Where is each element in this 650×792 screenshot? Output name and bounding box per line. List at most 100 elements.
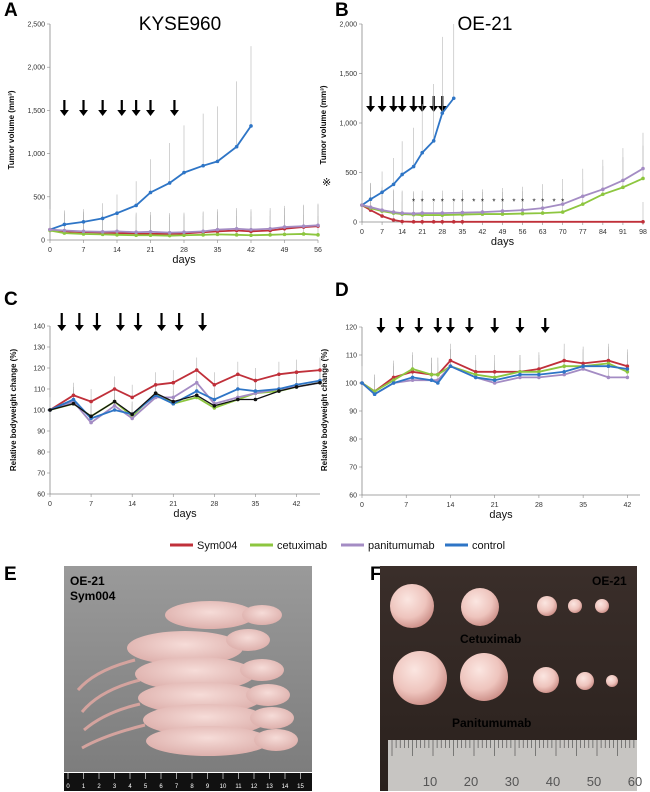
y-tick-label: 1,500: [339, 71, 357, 78]
y-tick-label: 1,500: [27, 108, 45, 115]
mouse-body: [146, 726, 270, 756]
data-point-panitumumab: [520, 208, 525, 212]
y-axis-label: Relative bodyweight change (%): [320, 349, 329, 472]
data-point-cetuximab: [62, 231, 67, 235]
x-tick-label: 21: [418, 229, 426, 236]
data-point-panitumumab: [194, 380, 199, 385]
data-point-cetuximab: [500, 212, 505, 216]
x-tick-label: 28: [535, 502, 543, 509]
data-point-cetuximab: [234, 233, 239, 237]
data-point-Sym004: [194, 368, 199, 372]
data-point-panitumumab: [560, 202, 565, 206]
dosing-arrow: [92, 313, 102, 331]
dosing-arrow: [198, 313, 208, 331]
data-point-control: [429, 378, 434, 383]
y-tick-label: 100: [33, 408, 45, 415]
x-tick-label: 21: [491, 502, 499, 509]
mouse-group: [76, 601, 298, 756]
data-point-control: [215, 159, 220, 164]
legend-label-panitumumab: panitumumab: [368, 540, 435, 552]
chart-a-title: KYSE960: [139, 14, 221, 35]
data-point-Sym004: [71, 393, 76, 398]
data-point-Sym004: [171, 380, 176, 385]
data-point-Sym004: [400, 219, 404, 224]
data-point-panitumumab: [621, 178, 625, 183]
data-point-panitumumab: [171, 395, 176, 400]
ruler-number: 1: [82, 784, 86, 790]
y-tick-label: 2,500: [27, 22, 45, 29]
x-tick-label: 28: [210, 501, 218, 508]
y-tick-label: 100: [345, 381, 357, 388]
data-point-panitumumab: [480, 210, 485, 214]
data-point-panitumumab: [500, 209, 505, 213]
chart-b-title: OE-21: [458, 14, 513, 35]
ruler-number: 6: [159, 784, 163, 790]
significance-star: *: [492, 198, 495, 207]
data-point-panitumumab: [391, 210, 396, 214]
panel-letter-f: F: [370, 564, 382, 585]
data-point-Sym004: [451, 220, 456, 224]
x-tick-label: 49: [499, 229, 507, 236]
data-point-cetuximab: [625, 370, 630, 374]
data-point-panitumumab: [100, 229, 105, 234]
data-point-Sym004: [89, 399, 93, 404]
y-tick-label: 70: [349, 465, 357, 472]
data-point-control: [420, 150, 425, 155]
data-point-control: [194, 389, 199, 393]
data-point-panitumumab: [215, 227, 220, 232]
x-tick-label: 35: [214, 247, 222, 254]
y-tick-label: 80: [349, 437, 357, 444]
tumor: [390, 584, 434, 628]
mouse-body: [127, 631, 243, 665]
x-tick-label: 35: [252, 501, 260, 508]
dosing-arrow: [515, 318, 525, 333]
data-point-panitumumab: [562, 372, 566, 377]
dosing-arrow: [174, 313, 184, 331]
data-point-panitumumab: [518, 375, 522, 380]
dosing-arrow: [464, 318, 474, 333]
data-point-cetuximab: [268, 233, 272, 237]
significance-star: *: [532, 198, 535, 207]
x-axis-label: days: [173, 508, 197, 520]
chart-a: 0 500 1,000 1,500 2,000 2,500 0 7 14 21 28 35 42 49 56…: [7, 22, 322, 267]
data-point-cetuximab: [301, 232, 306, 236]
data-point-Sym004: [130, 395, 134, 400]
dosing-arrow: [98, 100, 108, 116]
y-tick-label: 500: [33, 194, 45, 201]
significance-star: *: [541, 198, 544, 207]
data-point-panitumumab: [540, 206, 545, 210]
dosing-arrow: [131, 100, 141, 116]
data-point-panitumumab: [167, 230, 172, 235]
ruler-number: 2: [97, 784, 101, 790]
data-point-cetuximab: [282, 232, 287, 237]
data-point-cetuximab: [621, 185, 625, 190]
data-point-panitumumab: [89, 420, 93, 425]
data-point-Sym004: [410, 370, 415, 374]
y-tick-label: 80: [37, 450, 45, 457]
series-line-black: [49, 382, 321, 418]
data-point-Sym004: [212, 383, 217, 387]
photo-e-ruler: [64, 773, 312, 791]
dosing-arrow: [59, 100, 69, 116]
dosing-arrow: [389, 96, 399, 112]
data-point-control: [182, 170, 186, 175]
ruler-number: 13: [266, 784, 273, 790]
legend-label-cetuximab: cetuximab: [277, 540, 327, 552]
mouse-head: [226, 629, 270, 651]
ruler-number: 4: [128, 784, 132, 790]
tumor: [393, 651, 447, 705]
mouse-head: [250, 707, 294, 729]
data-point-black: [130, 412, 134, 417]
data-point-black: [294, 385, 299, 389]
x-tick-label: 21: [147, 247, 155, 254]
significance-star: *: [512, 198, 515, 207]
x-tick-label: 35: [579, 502, 587, 509]
series-line-Sym004: [49, 369, 321, 411]
significance-star: *: [421, 198, 424, 207]
data-point-cetuximab: [518, 370, 522, 374]
data-point-black: [171, 399, 176, 404]
dosing-arrow: [377, 96, 387, 112]
data-point-cetuximab: [316, 233, 320, 237]
x-tick-label: 63: [539, 229, 547, 236]
data-point-panitumumab: [249, 227, 253, 232]
